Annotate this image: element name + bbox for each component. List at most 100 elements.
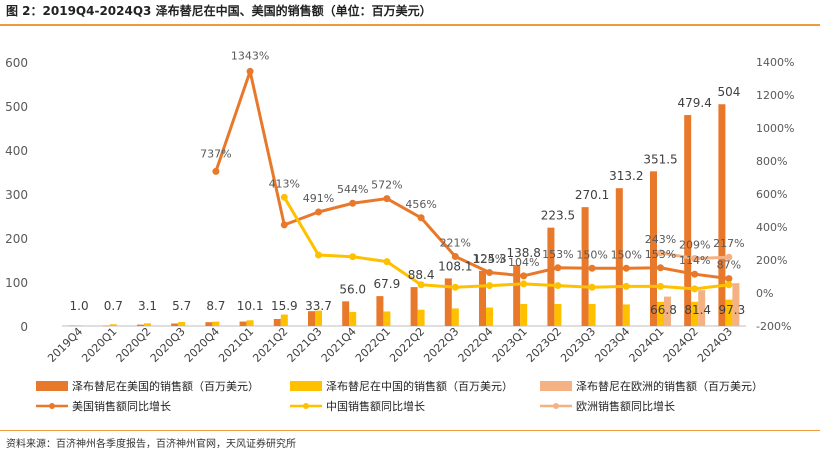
us-sales-value-label: 3.1 [138,299,157,313]
us-growth-point [691,270,699,278]
x-tick-label: 2021Q4 [319,325,359,365]
us-growth-label: 737% [200,147,231,160]
y2-tick-label: -200% [756,320,791,333]
x-tick-label: 2024Q2 [661,325,701,365]
us-sales-value-label: 67.9 [374,277,401,291]
us-sales-value-label: 0.7 [104,299,123,313]
cn-growth-point [725,281,733,289]
eu-sales-bar [664,296,671,326]
cn-sales-bar [691,301,699,326]
cn-sales-bar [451,308,459,326]
eu-sales-bar [732,283,740,326]
y2-tick-label: 200% [756,254,787,267]
us-sales-bar [410,287,418,326]
y-tick-label: 200 [5,232,28,246]
legend-item-cn-sales: 泽布替尼在中国的销售额（百万美元） [290,378,513,394]
cn-growth-point [554,282,562,290]
us-sales-bar [342,301,350,326]
us-growth-label: 1343% [231,49,269,62]
us-sales-bar [239,321,247,326]
cn-sales-bar [520,304,528,326]
us-sales-value-label: 10.1 [237,299,264,313]
y-tick-label: 0 [20,320,28,334]
legend-label-cn-growth: 中国销售额同比增长 [326,400,425,413]
eu-growth-point [725,253,733,261]
x-tick-label: 2020Q3 [148,325,188,365]
us-growth-point [622,264,630,272]
cn-sales-bar [725,299,733,326]
us-growth-point [315,208,322,216]
y2-tick-label: 400% [756,221,787,234]
data-labels: 1.0 0.7 3.1 5.7 8.7 10.1 15.9 33.756.0 67.988.41… [70,49,746,317]
us-growth-point [212,167,220,175]
us-sales-bar [205,322,213,326]
cn-sales-bar [349,311,357,326]
us-sales-bar [479,270,486,326]
us-sales-bar [650,171,657,326]
us-sales-value-label: 1.0 [70,299,89,313]
us-growth-point [725,275,733,283]
x-tick-label: 2021Q1 [216,325,256,365]
title-divider [0,24,820,26]
eu-sales-value-label: 66.8 [650,303,677,317]
us-sales-bar [684,115,692,327]
us-growth-label: 456% [405,198,436,211]
us-growth-label: 124% [474,253,505,266]
cn-sales-bar [178,322,186,326]
us-growth-label: 491% [303,192,334,205]
x-tick-label: 2023Q3 [558,325,598,365]
us-sales-bar [547,227,555,326]
legend-swatch-us-bar [36,381,68,391]
cn-sales-bar [144,323,151,326]
y2-tick-label: 1200% [756,89,794,102]
us-sales-value-label: 313.2 [609,169,643,183]
x-tick-label: 2021Q3 [285,325,325,365]
us-sales-bar [102,325,110,327]
us-growth-label: 221% [440,237,471,250]
us-growth-label: 153% [645,248,676,261]
us-growth-line [214,69,730,281]
x-tick-label: 2020Q2 [114,325,154,365]
x-tick-label: 2023Q4 [592,325,632,365]
us-sales-bar [615,188,623,326]
us-growth-point [486,269,493,277]
us-growth-label: 572% [371,179,402,192]
us-growth-point [657,264,664,272]
x-tick-label: 2022Q1 [353,325,393,365]
cn-growth-point [349,253,357,261]
y2-tick-label: 1000% [756,122,794,135]
legend-item-us-growth: 美国销售额同比增长 [36,398,171,414]
us-growth-label: 104% [508,256,539,269]
bar-series [68,104,740,327]
us-sales-bar [308,311,315,326]
cn-growth-point [383,258,391,266]
x-tick-label: 2023Q2 [524,325,564,365]
cn-growth-point [280,193,288,201]
y2-tick-label: 1400% [756,56,794,69]
cn-growth-point [657,282,664,290]
y2-tick-label: 600% [756,188,787,201]
legend-swatch-cn-bar [290,381,322,391]
us-sales-bar [273,319,281,326]
cn-sales-bar [212,321,220,326]
y-tick-label: 100 [5,276,28,290]
us-growth-label: 153% [542,248,573,261]
cn-sales-bar [280,314,288,326]
legend-label-us-sales: 泽布替尼在美国的销售额（百万美元） [72,380,259,393]
cn-growth-line [283,196,730,291]
us-sales-bar [171,323,179,326]
x-tick-label: 2023Q1 [490,325,530,365]
chart-axes: 0 100 200 300 400 500 600 -200% 0% 200% 400% 600% 80… [5,56,794,365]
y2-tick-label: 0% [756,287,773,300]
source-note: 资料来源：百济神州各季度报告，百济神州官网，天风证券研究所 [6,439,296,450]
legend-swatch-cn-line [290,403,322,409]
cn-sales-bar [246,320,254,326]
cn-sales-bar [622,304,630,326]
us-sales-bar [68,325,76,327]
x-tick-label: 2022Q3 [421,325,461,365]
eu-growth-label: 243% [645,233,676,246]
cn-growth-point [315,251,322,259]
us-growth-point [588,264,596,272]
us-growth-point [246,67,254,75]
us-growth-point [349,199,357,207]
